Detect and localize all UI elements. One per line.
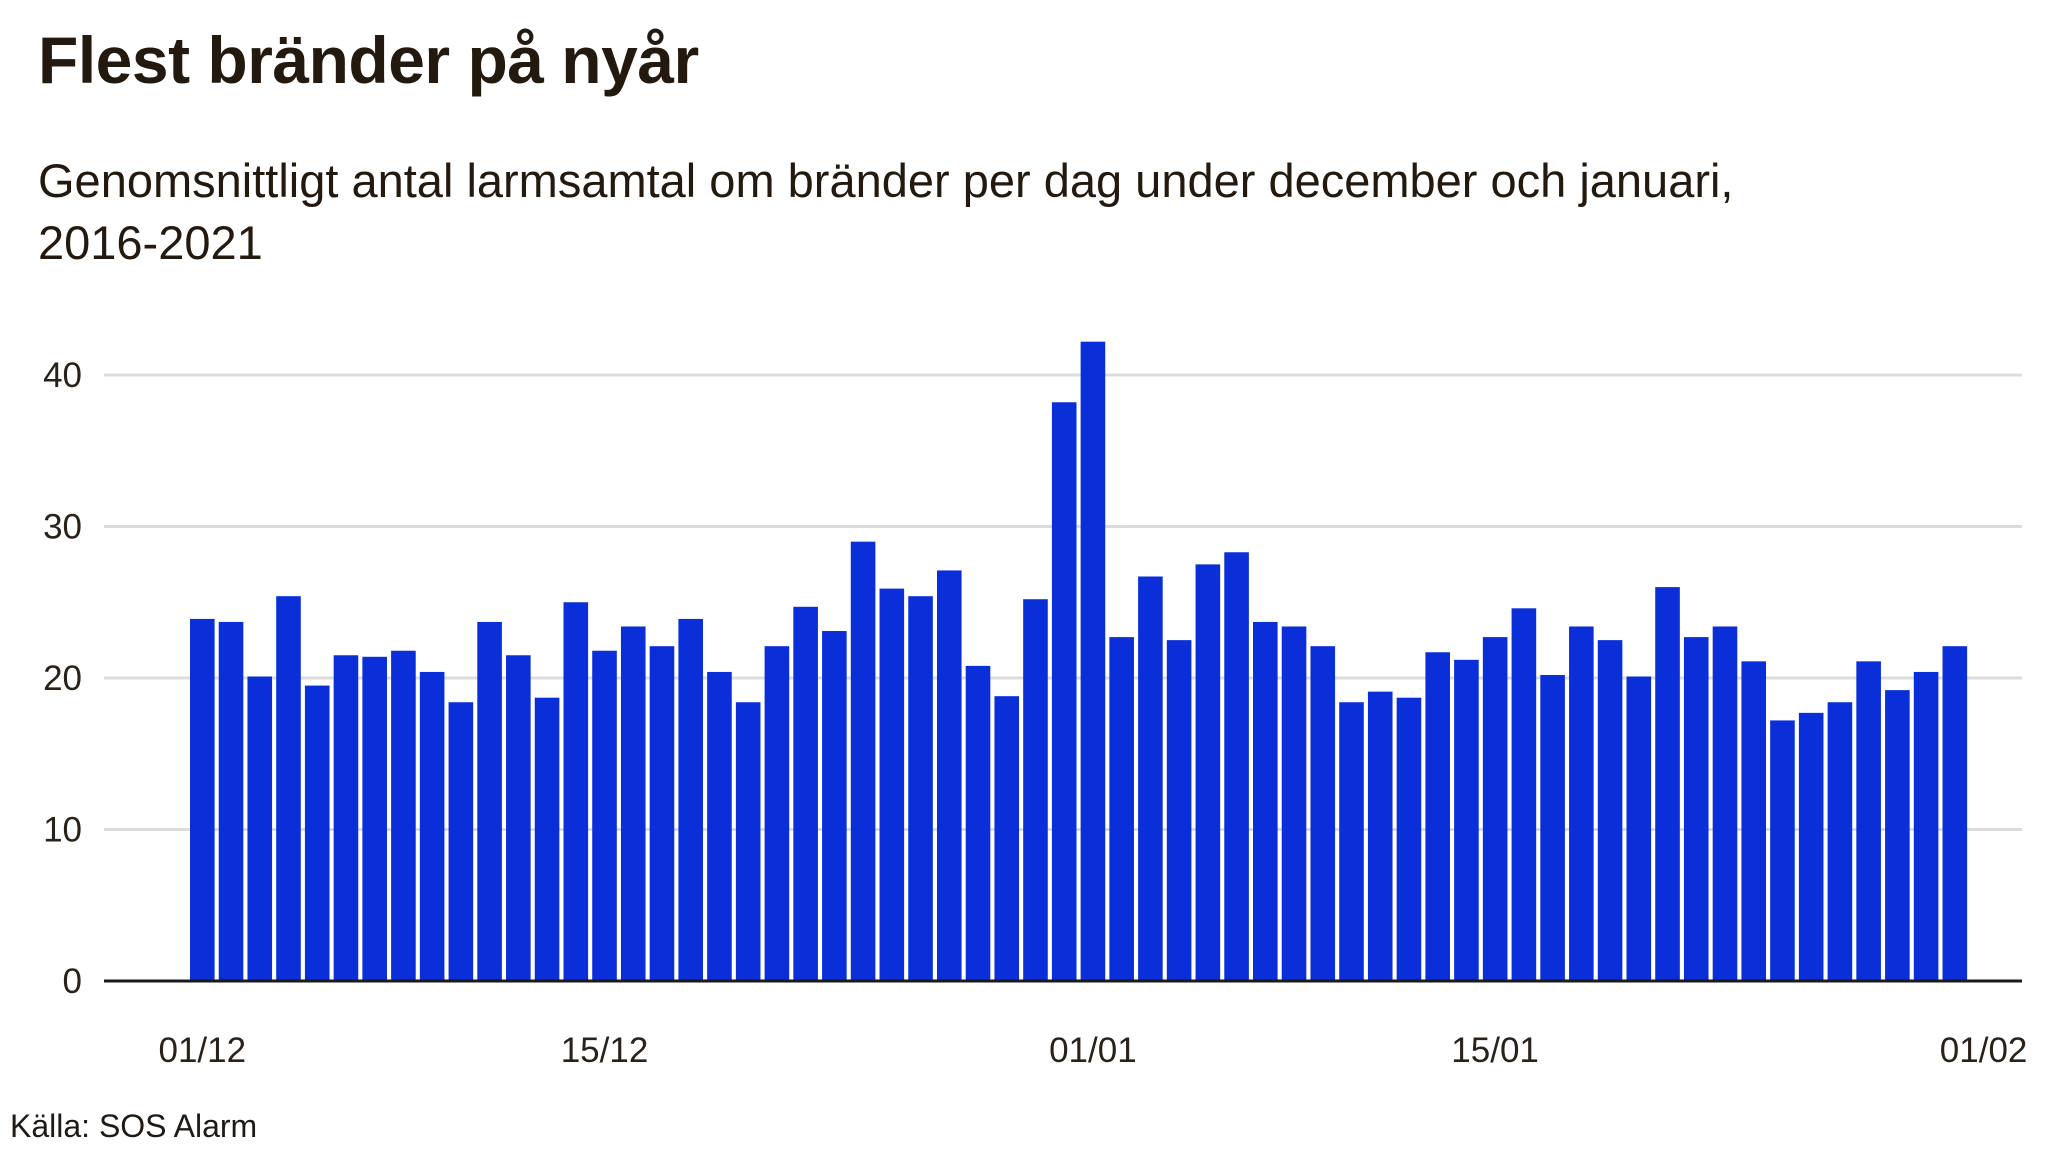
bar-29-12	[994, 696, 1020, 981]
x-tick-label: 01/12	[159, 1031, 247, 1070]
bar-08-01	[1281, 626, 1307, 981]
bar-07-01	[1253, 621, 1278, 981]
bar-08-12	[391, 650, 416, 981]
bar-02-01	[1109, 637, 1134, 981]
bar-19-12	[707, 671, 732, 981]
bar-10-01	[1339, 702, 1364, 981]
bar-15-01	[1482, 637, 1508, 981]
bar-31-01	[1942, 646, 1968, 981]
x-tick-label: 01/02	[1940, 1031, 2028, 1070]
bar-26-12	[908, 596, 933, 981]
bar-03-01	[1138, 576, 1163, 981]
bar-27-01	[1827, 702, 1853, 981]
chart-subtitle: Genomsnittligt antal larmsamtal om bränd…	[38, 154, 1734, 269]
bar-28-01	[1856, 661, 1881, 981]
bar-15-12	[592, 650, 617, 981]
bar-25-01	[1770, 720, 1795, 981]
bar-05-12	[304, 685, 330, 981]
bar-01-01	[1080, 341, 1106, 981]
bar-04-01	[1166, 640, 1192, 982]
bar-17-12	[649, 646, 675, 981]
x-tick-label: 01/01	[1049, 1031, 1137, 1070]
bar-05-01	[1195, 564, 1221, 982]
bar-29-01	[1885, 690, 1910, 981]
bar-18-12	[678, 618, 704, 981]
bar-24-01	[1741, 661, 1767, 981]
bar-07-12	[362, 656, 387, 981]
y-tick-label: 30	[43, 508, 82, 547]
bar-23-01	[1712, 626, 1738, 981]
bar-12-01	[1396, 697, 1422, 981]
bar-27-12	[936, 570, 962, 981]
bar-09-01	[1310, 646, 1336, 981]
y-tick-label: 0	[63, 962, 82, 1001]
bar-30-12	[1023, 599, 1048, 981]
bar-12-12	[506, 655, 531, 981]
bar-24-12	[850, 541, 876, 981]
bar-13-12	[534, 697, 560, 981]
bar-11-01	[1367, 691, 1393, 981]
y-tick-label: 20	[43, 659, 82, 698]
bar-21-01	[1655, 587, 1680, 981]
y-tick-label: 40	[43, 356, 82, 395]
bar-31-12	[1051, 402, 1077, 981]
bar-22-01	[1683, 637, 1709, 981]
bar-22-12	[793, 606, 818, 981]
bar-14-12	[563, 602, 589, 981]
bar-06-01	[1224, 552, 1249, 981]
bar-02-12	[218, 621, 244, 981]
bar-25-12	[879, 588, 905, 981]
bar-03-12	[247, 676, 273, 981]
bar-20-12	[735, 702, 761, 981]
bar-06-12	[333, 655, 359, 981]
bar-01-12	[190, 618, 215, 981]
x-tick-label: 15/12	[561, 1031, 649, 1070]
x-tick-label: 15/01	[1451, 1031, 1539, 1070]
bar-11-12	[477, 621, 502, 981]
bar-13-01	[1425, 652, 1450, 981]
bar-28-12	[965, 665, 991, 981]
bar-10-12	[448, 702, 474, 981]
bar-14-01	[1454, 659, 1479, 981]
axes: 0 10 20 30 40 01/12 15/12 01/01 15/01 01/02	[43, 356, 2027, 1070]
bar-16-01	[1511, 608, 1537, 981]
bar-30-01	[1913, 671, 1939, 981]
y-tick-label: 10	[43, 811, 82, 850]
bar-20-01	[1626, 676, 1652, 981]
bar-23-12	[822, 631, 847, 981]
bar-26-01	[1798, 712, 1824, 981]
source-note: Källa: SOS Alarm	[10, 1108, 258, 1144]
bar-17-01	[1540, 674, 1565, 981]
bar-19-01	[1597, 640, 1623, 982]
bar-21-12	[764, 646, 790, 981]
bar-18-01	[1569, 626, 1594, 981]
bar-04-12	[276, 596, 301, 981]
bar-09-12	[419, 671, 445, 981]
bar-16-12	[620, 626, 646, 981]
chart-title: Flest bränder på nyår	[38, 23, 699, 97]
bars	[190, 341, 1968, 982]
